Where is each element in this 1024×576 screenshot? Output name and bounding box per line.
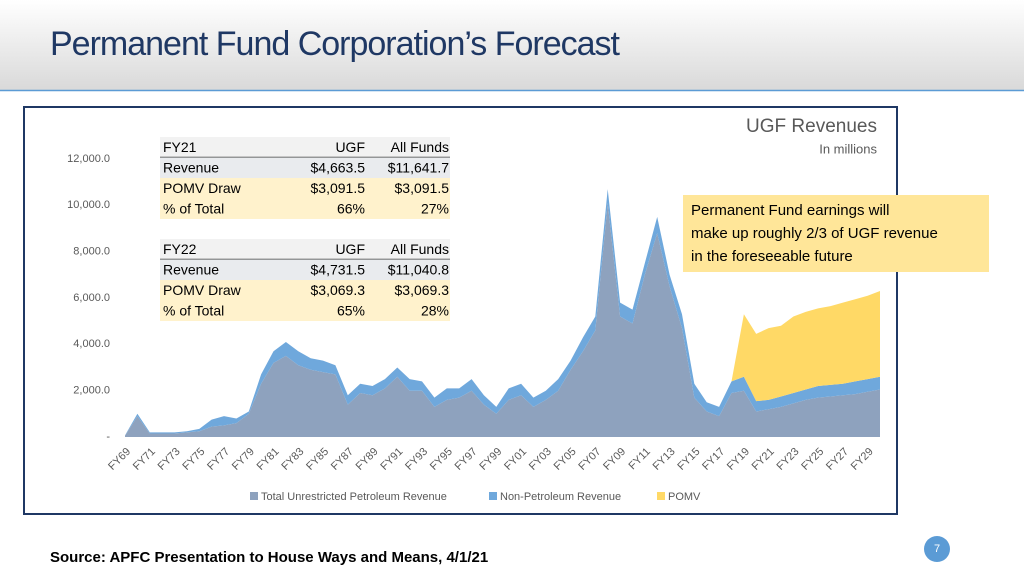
table-header: All Funds bbox=[391, 241, 449, 257]
chart-title: UGF Revenues bbox=[746, 116, 877, 137]
table-header: UGF bbox=[335, 139, 365, 155]
table-cell: % of Total bbox=[163, 302, 224, 318]
table-row-bg bbox=[160, 178, 450, 199]
table-cell: POMV Draw bbox=[163, 282, 242, 298]
area bbox=[125, 203, 880, 437]
table-cell: Revenue bbox=[163, 159, 219, 175]
callout-box bbox=[683, 195, 989, 272]
table-header-bg bbox=[160, 239, 450, 260]
table-cell: $4,663.5 bbox=[311, 159, 366, 175]
header-band bbox=[0, 0, 1024, 90]
table-cell: 65% bbox=[337, 302, 365, 318]
chart-subtitle: In millions bbox=[819, 141, 877, 156]
legend-label: Total Unrestricted Petroleum Revenue bbox=[261, 491, 447, 503]
y-tick-label: - bbox=[106, 431, 110, 443]
table-cell: $3,069.3 bbox=[311, 282, 366, 298]
slide-title: Permanent Fund Corporation’s Forecast bbox=[50, 25, 621, 63]
legend-swatch bbox=[250, 492, 258, 500]
table-row-bg bbox=[160, 259, 450, 280]
table-header: FY22 bbox=[163, 241, 197, 257]
y-tick-label: 10,000.0 bbox=[67, 199, 110, 211]
callout-line: Permanent Fund earnings will bbox=[691, 202, 889, 219]
table-cell: $3,091.5 bbox=[395, 180, 450, 196]
callout: Permanent Fund earnings will make up roug… bbox=[691, 202, 938, 265]
table-header: All Funds bbox=[391, 139, 449, 155]
y-tick-label: 2,000.0 bbox=[73, 385, 110, 397]
y-tick-label: 12,000.0 bbox=[67, 153, 110, 165]
table-row-bg bbox=[160, 280, 450, 301]
legend-swatch bbox=[657, 492, 665, 500]
table-row-bg bbox=[160, 300, 450, 321]
page-number: 7 bbox=[934, 543, 940, 555]
table-cell: $4,731.5 bbox=[311, 261, 366, 277]
legend-label: POMV bbox=[668, 491, 701, 503]
y-tick-label: 4,000.0 bbox=[73, 338, 110, 350]
callout-line: make up roughly 2/3 of UGF revenue bbox=[691, 225, 938, 242]
table-cell: $3,069.3 bbox=[395, 282, 450, 298]
area bbox=[125, 189, 880, 436]
page-badge bbox=[924, 536, 950, 562]
table-row-bg bbox=[160, 198, 450, 219]
table-row-bg bbox=[160, 157, 450, 178]
table-cell: $11,641.7 bbox=[388, 159, 449, 175]
table-header: UGF bbox=[335, 241, 365, 257]
table-header-bg bbox=[160, 137, 450, 158]
table-cell: POMV Draw bbox=[163, 180, 242, 196]
callout-line: in the foreseeable future bbox=[691, 248, 853, 265]
area bbox=[731, 291, 880, 402]
table-cell: % of Total bbox=[163, 200, 224, 216]
table-header: FY21 bbox=[163, 139, 197, 155]
y-tick-label: 8,000.0 bbox=[73, 246, 110, 258]
table-cell: $11,040.8 bbox=[388, 261, 449, 277]
table-cell: Revenue bbox=[163, 261, 219, 277]
source: Source: APFC Presentation to House Ways … bbox=[50, 549, 488, 566]
table-cell: 27% bbox=[421, 200, 449, 216]
legend-label: Non-Petroleum Revenue bbox=[500, 491, 621, 503]
tables: FY21 UGF All Funds Revenue $4,663.5 $11,641.7… bbox=[160, 137, 450, 321]
table-cell: 28% bbox=[421, 302, 449, 318]
table-cell: 66% bbox=[337, 200, 365, 216]
table-cell: $3,091.5 bbox=[311, 180, 366, 196]
y-tick-label: 6,000.0 bbox=[73, 292, 110, 304]
legend-swatch bbox=[489, 492, 497, 500]
